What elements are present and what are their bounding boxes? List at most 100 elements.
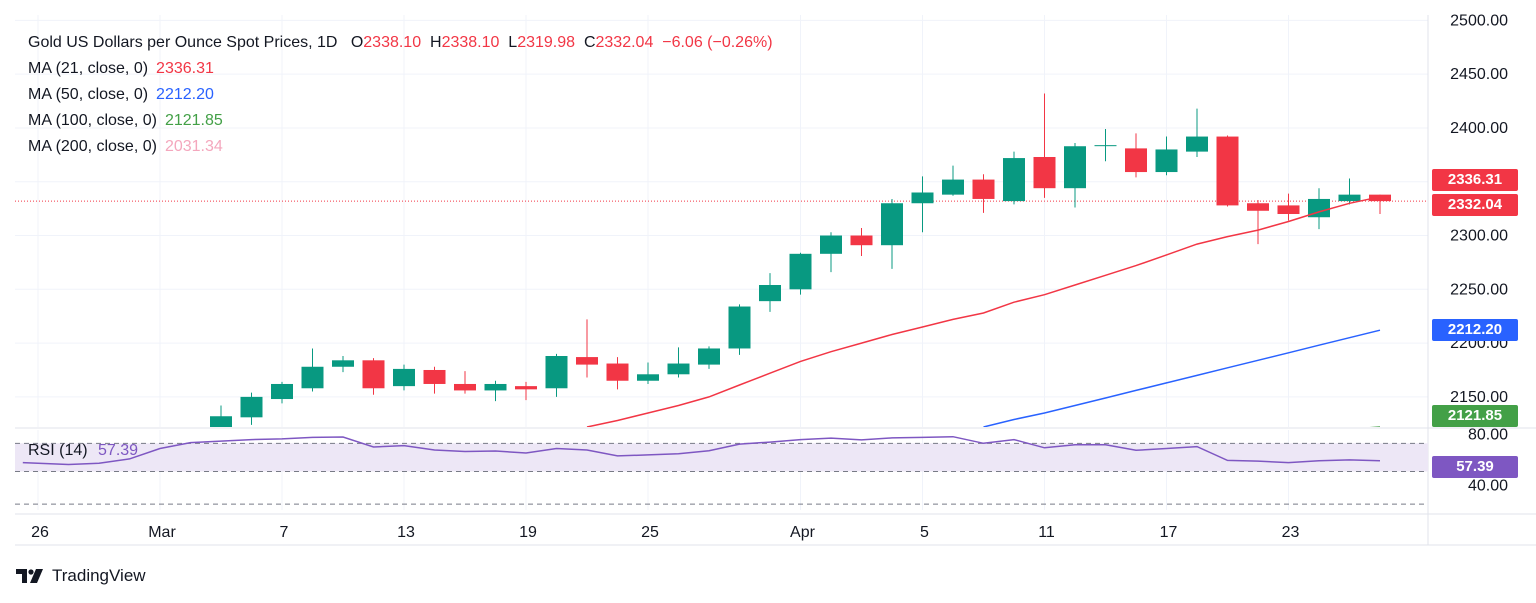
ma21-label: MA (21, close, 0) (28, 60, 149, 77)
candle-up (545, 353, 568, 397)
time-tick-label: Apr (790, 524, 816, 541)
rsi-legend: RSI (14) 57.39 (28, 442, 138, 460)
candle-up (820, 232, 842, 273)
candle-up (1155, 136, 1178, 176)
time-tick-label: 7 (280, 524, 289, 541)
candle-body (393, 368, 415, 387)
candle-body (484, 383, 507, 391)
candle-body (545, 356, 568, 389)
candle-body (332, 360, 354, 367)
candle-up (393, 364, 415, 391)
tradingview-logo-icon (16, 569, 43, 583)
low-value: 2319.98 (517, 34, 576, 51)
candle-body (1155, 149, 1178, 173)
candle-body (698, 348, 720, 365)
candle-up (240, 392, 263, 425)
change-value: −6.06 (−0.26%) (662, 34, 773, 51)
candle-down (1125, 133, 1147, 178)
ma50-line (983, 329, 1381, 427)
ma200-value: 2031.34 (164, 138, 223, 155)
candle-body (362, 360, 385, 389)
ma200-label: MA (200, close, 0) (28, 138, 157, 155)
close-price-tag: 2332.04 (1432, 194, 1518, 216)
time-axis-labels: 26 Mar 7 13 19 25 Apr 5 11 17 23 (31, 524, 1299, 541)
rsi-tick-label: 80.00 (1468, 427, 1508, 444)
legend-ma50-row: MA (50, close, 0) 2212.20 (28, 82, 773, 108)
time-tick-label: 26 (31, 524, 49, 541)
rsi-label: RSI (14) (28, 442, 88, 459)
candle-up (881, 198, 903, 269)
high-label: H (430, 34, 442, 51)
candle-body (271, 383, 293, 400)
legend-ma21-row: MA (21, close, 0) 2336.31 (28, 56, 773, 82)
candle-body (850, 235, 873, 246)
time-tick-label: 17 (1160, 524, 1178, 541)
candle-body (301, 366, 324, 389)
candle-down (515, 381, 537, 401)
candle-body (1033, 156, 1056, 189)
candles (210, 93, 1391, 427)
candle-down (972, 174, 995, 213)
candle-body (423, 369, 446, 384)
ma21-line (586, 196, 1381, 427)
candle-body (454, 383, 476, 391)
time-tick-label: 11 (1038, 524, 1055, 541)
candle-body (1247, 203, 1269, 211)
ma50-value: 2212.20 (156, 86, 214, 103)
candle-body (759, 285, 781, 302)
grid-lines (15, 15, 1428, 510)
rsi-band: 80.00 40.00 (15, 427, 1508, 505)
candle-body (1216, 136, 1239, 206)
candle-body (606, 363, 629, 381)
candle-down (576, 319, 598, 378)
rsi-value: 57.39 (98, 442, 139, 459)
time-tick-label: 19 (519, 524, 537, 541)
time-tick-label: 5 (920, 524, 929, 541)
candle-up (1094, 129, 1117, 162)
candle-body (515, 386, 537, 390)
candle-down (1277, 193, 1300, 221)
candle-up (942, 165, 964, 196)
legend-ohlc-row: Gold US Dollars per Ounce Spot Prices, 1… (28, 30, 773, 56)
candle-up (667, 347, 690, 378)
candle-up (1064, 143, 1086, 208)
candle-body (1094, 145, 1117, 147)
candle-up (1003, 151, 1025, 205)
rsi-tick-label: 40.00 (1468, 478, 1508, 495)
ma21-value: 2336.31 (156, 60, 214, 77)
candle-down (362, 358, 385, 395)
ma100-value: 2121.85 (164, 112, 223, 129)
candle-up (911, 176, 934, 233)
candle-body (1308, 198, 1330, 218)
candle-body (1277, 205, 1300, 215)
candle-down (1369, 194, 1391, 215)
time-tick-label: 25 (641, 524, 659, 541)
candle-down (850, 227, 873, 256)
ma50-price-tag: 2212.20 (1432, 319, 1518, 341)
candle-up (1308, 188, 1330, 230)
candle-body (576, 357, 598, 365)
open-value: 2338.10 (363, 34, 422, 51)
price-tick-label: 2250.00 (1450, 281, 1508, 298)
close-value: 2332.04 (595, 34, 654, 51)
candle-up (728, 304, 751, 355)
tradingview-logo[interactable]: TradingView (16, 566, 146, 586)
legend-ma100-row: MA (100, close, 0) 2121.85 (28, 108, 773, 134)
candle-up (759, 273, 781, 312)
candle-up (1186, 108, 1208, 157)
candle-body (911, 192, 934, 204)
time-tick-label: 23 (1282, 524, 1300, 541)
candle-up (271, 381, 293, 404)
candle-body (240, 396, 263, 418)
rsi-line (22, 435, 1381, 466)
candle-down (606, 357, 629, 390)
legend-ma200-row: MA (200, close, 0) 2031.34 (28, 134, 773, 160)
price-tick-label: 2300.00 (1450, 228, 1508, 245)
candle-body (1186, 136, 1208, 152)
candle-down (1247, 200, 1269, 245)
candle-body (1369, 194, 1391, 202)
candle-up (301, 348, 324, 392)
price-tick-label: 2150.00 (1450, 389, 1508, 406)
candle-body (820, 235, 842, 254)
